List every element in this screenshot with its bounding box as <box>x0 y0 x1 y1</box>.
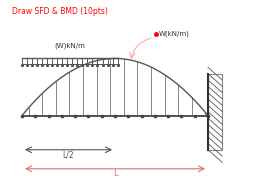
Text: L/2: L/2 <box>63 150 74 159</box>
Text: (W)kN/m: (W)kN/m <box>54 42 85 49</box>
Text: Draw SFD & BMD (10pts): Draw SFD & BMD (10pts) <box>12 7 108 16</box>
Bar <box>208 74 222 150</box>
Text: L: L <box>113 169 117 178</box>
Text: W(kN/m): W(kN/m) <box>159 30 190 37</box>
